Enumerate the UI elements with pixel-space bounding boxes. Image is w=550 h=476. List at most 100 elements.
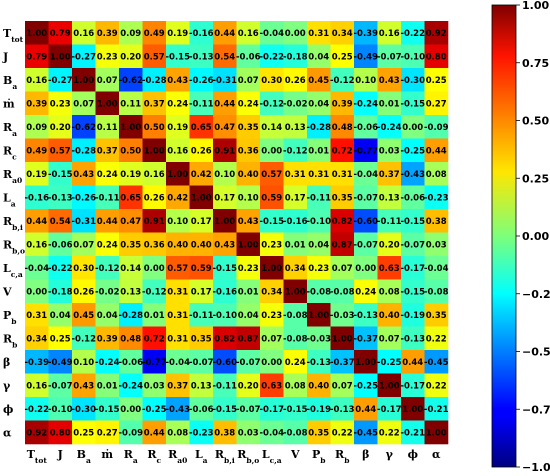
x-tick-label: V (290, 448, 300, 461)
cell-value-label: -0.28 (307, 123, 332, 133)
cell-value-label: 0.34 (332, 29, 353, 39)
heatmap-cell (283, 420, 308, 445)
heatmap-cell (236, 138, 261, 163)
cell-value-label: -0.08 (283, 311, 308, 321)
heatmap-cell (307, 326, 331, 351)
cell-value-label: 0.07 (332, 381, 353, 391)
y-tick-label: β (3, 356, 10, 369)
cell-value-label: 0.87 (238, 334, 259, 344)
heatmap-cell (189, 326, 214, 351)
cell-value-label: 0.37 (144, 99, 165, 109)
y-tick-label: Lc,a (3, 262, 23, 279)
cell-value-label: 0.04 (50, 311, 71, 321)
cell-value-label: 0.35 (120, 240, 141, 250)
cell-value-label: -0.19 (401, 311, 426, 321)
cell-value-label: -0.06 (354, 123, 379, 133)
cell-value-label: 0.38 (426, 217, 447, 227)
y-tick-label: Ba (3, 74, 17, 91)
cell-value-label: 0.91 (144, 217, 165, 227)
cell-value-label: 0.44 (97, 217, 118, 227)
x-tick-label: ṁ (101, 448, 113, 461)
cell-value-label: 0.38 (214, 428, 235, 438)
heatmap-cell (48, 373, 73, 398)
heatmap-cell (25, 350, 49, 374)
cell-value-label: 0.01 (97, 381, 118, 391)
x-tick-label: Rb (335, 448, 349, 465)
heatmap-cell (25, 209, 49, 233)
heatmap-cell (424, 397, 449, 421)
heatmap-cell (48, 350, 73, 374)
heatmap-cell (142, 185, 167, 210)
cell-value-label: 0.44 (426, 146, 447, 156)
cell-value-label: -0.11 (189, 99, 214, 109)
heatmap-cell (48, 44, 73, 69)
cell-value-label: 0.16 (144, 170, 165, 180)
heatmap-cell (377, 185, 402, 210)
cell-value-label: 0.92 (426, 29, 447, 39)
heatmap-cell (213, 91, 237, 116)
heatmap-cell (72, 373, 96, 398)
heatmap-cell (377, 162, 402, 186)
heatmap-cell (142, 232, 167, 257)
cell-value-label: 0.08 (167, 428, 188, 438)
heatmap-cell (424, 68, 449, 92)
heatmap-cell (166, 256, 190, 280)
cell-value-label: 0.03 (144, 381, 165, 391)
cell-value-label: 0.72 (332, 146, 353, 156)
colorbar-tick-label: 0.25 (522, 172, 549, 185)
cell-value-label: 0.00 (144, 264, 165, 274)
heatmap-cell (354, 397, 378, 421)
colorbar-tick-label: 0.00 (522, 230, 549, 243)
cell-value-label: 0.00 (285, 29, 306, 39)
heatmap-cell (330, 256, 355, 280)
heatmap-cell (330, 326, 355, 351)
cell-value-label: -0.10 (48, 405, 73, 415)
cell-value-label: -0.23 (424, 193, 449, 203)
cell-value-label: 0.54 (214, 52, 235, 62)
cell-value-label: -0.08 (424, 287, 449, 297)
cell-value-label: -0.04 (166, 358, 191, 368)
cell-value-label: 0.44 (402, 358, 423, 368)
heatmap-cell (25, 420, 49, 445)
cell-value-label: -0.21 (401, 428, 426, 438)
y-tick-label: V (2, 285, 12, 298)
cell-value-label: 0.35 (426, 311, 447, 321)
heatmap-cell (236, 21, 261, 45)
cell-value-label: 0.40 (167, 240, 188, 250)
heatmap-cell (48, 397, 73, 421)
cell-value-label: 0.24 (285, 358, 306, 368)
heatmap-cell (72, 162, 96, 186)
heatmap-cell (236, 91, 261, 116)
cell-value-label: 0.13 (191, 381, 212, 391)
heatmap-cell (354, 68, 378, 92)
heatmap-cell (166, 138, 190, 163)
heatmap-cell (142, 44, 167, 69)
cell-value-label: -0.18 (283, 52, 308, 62)
heatmap-cell (377, 68, 402, 92)
cell-value-label: 0.01 (238, 287, 259, 297)
heatmap-cell (72, 397, 96, 421)
heatmap-cell (283, 138, 308, 163)
cell-value-label: 0.10 (355, 76, 376, 86)
heatmap-cell (377, 397, 402, 421)
x-tick-label: ϕ (408, 448, 418, 461)
heatmap-cell (377, 256, 402, 280)
cell-value-label: 0.37 (97, 146, 118, 156)
heatmap-cell (166, 21, 190, 45)
cell-value-label: 0.82 (332, 217, 353, 227)
heatmap-cell (377, 373, 402, 398)
heatmap-cell (166, 350, 190, 374)
heatmap-cell (283, 115, 308, 139)
colorbar-tick-label: 1.00 (522, 0, 549, 12)
heatmap-cell (330, 350, 355, 374)
cell-value-label: 0.59 (261, 193, 282, 203)
cell-value-label: 0.10 (238, 193, 259, 203)
cell-value-label: 0.09 (26, 123, 47, 133)
heatmap-cell (354, 185, 378, 210)
heatmap-cell (95, 420, 120, 445)
heatmap-cell (72, 68, 96, 92)
cell-value-label: 0.23 (238, 264, 259, 274)
heatmap-cell (72, 21, 96, 45)
heatmap-cell (189, 185, 214, 210)
heatmap-cell (401, 232, 425, 257)
